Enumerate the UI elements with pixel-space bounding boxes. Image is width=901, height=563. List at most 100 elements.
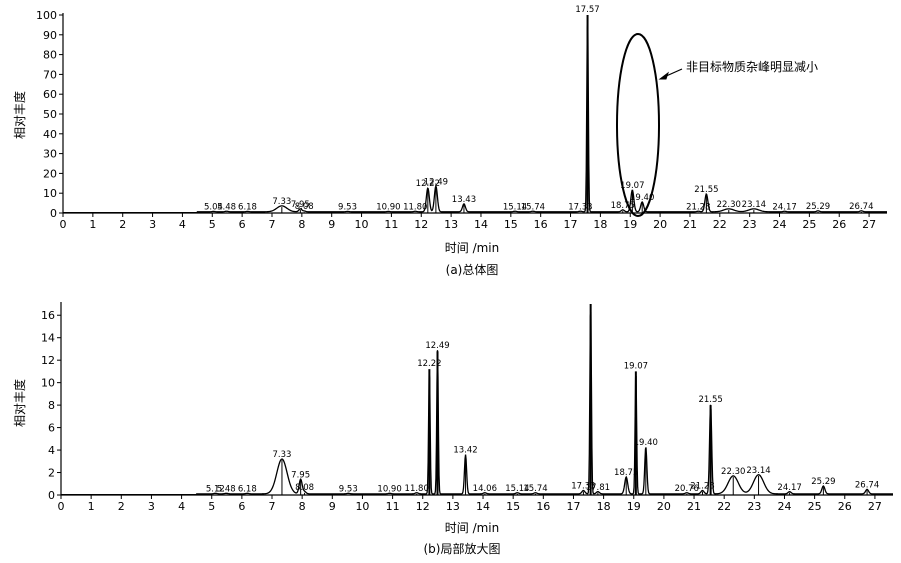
x-tick-label: 21	[687, 500, 701, 513]
x-tick-label: 17	[564, 218, 578, 231]
x-tick-label: 19	[627, 500, 641, 513]
peak-label: 20.76	[675, 484, 699, 494]
x-tick-label: 24	[777, 500, 791, 513]
y-tick-label: 100	[36, 9, 57, 22]
x-axis-label: 时间 /min	[445, 241, 500, 255]
y-tick-label: 60	[43, 88, 57, 101]
x-tick-label: 22	[717, 500, 731, 513]
y-tick-label: 16	[41, 309, 55, 322]
y-tick-label: 0	[48, 489, 55, 502]
x-tick-label: 11	[384, 218, 398, 231]
y-tick-label: 90	[43, 29, 57, 42]
peak-label: 19.07	[624, 361, 648, 371]
x-tick-label: 8	[299, 500, 306, 513]
x-tick-label: 27	[868, 500, 882, 513]
highlight-ellipse	[616, 33, 660, 217]
peak-label: 21.28	[690, 482, 714, 492]
x-tick-label: 24	[773, 218, 787, 231]
x-tick-label: 2	[119, 218, 126, 231]
peak-label: 21.55	[694, 185, 718, 195]
x-tick-label: 16	[534, 218, 548, 231]
x-tick-label: 25	[802, 218, 816, 231]
x-tick-label: 5	[209, 218, 216, 231]
x-tick-label: 13	[444, 218, 458, 231]
y-tick-label: 70	[43, 68, 57, 81]
x-tick-label: 3	[149, 218, 156, 231]
peak-label: 5.04	[204, 203, 223, 213]
x-tick-label: 7	[268, 218, 275, 231]
annotation-text: 非目标物质杂峰明显减小	[686, 60, 818, 74]
x-tick-label: 16	[536, 500, 550, 513]
peak-label: 15.74	[521, 202, 545, 212]
chromatogram-trace	[63, 23, 887, 214]
peak-label: 12.22	[416, 179, 440, 189]
y-tick-label: 30	[43, 148, 57, 161]
peak-label: 5.48	[217, 202, 236, 212]
x-tick-label: 17	[566, 500, 580, 513]
annotation-arrowhead	[658, 71, 669, 80]
peak-label: 26.74	[855, 481, 879, 491]
y-tick-label: 0	[50, 207, 57, 220]
x-tick-label: 14	[474, 218, 488, 231]
x-tick-label: 2	[118, 500, 125, 513]
x-tick-label: 6	[239, 218, 246, 231]
peak-label: 18.75	[611, 201, 635, 211]
peak-label: 12.49	[424, 177, 448, 187]
x-tick-label: 12	[416, 500, 430, 513]
x-tick-label: 5	[208, 500, 215, 513]
peak-label: 17.33	[571, 482, 595, 492]
peak-label: 12.49	[425, 341, 449, 351]
x-tick-label: 0	[58, 500, 65, 513]
x-tick-label: 4	[179, 218, 186, 231]
x-tick-label: 13	[446, 500, 460, 513]
x-tick-label: 25	[808, 500, 822, 513]
x-tick-label: 10	[355, 500, 369, 513]
x-tick-label: 1	[89, 218, 96, 231]
x-tick-label: 8	[298, 218, 305, 231]
peaks	[61, 304, 893, 496]
x-tick-label: 15	[506, 500, 520, 513]
peak-label: 22.30	[721, 467, 745, 477]
peak-label: 19.40	[630, 193, 654, 203]
peak-label: 23.14	[742, 200, 766, 210]
y-tick-label: 14	[41, 332, 55, 345]
panel-caption: (a)总体图	[446, 263, 499, 277]
peak-label: 17.57	[575, 5, 599, 15]
x-tick-label: 0	[60, 218, 67, 231]
x-tick-label: 7	[269, 500, 276, 513]
x-tick-label: 23	[743, 218, 757, 231]
y-tick-label: 20	[43, 167, 57, 180]
peak-label: 13.43	[452, 195, 476, 205]
peak-label: 13.42	[453, 446, 477, 456]
peak-label: 24.17	[777, 483, 801, 493]
y-tick-label: 12	[41, 354, 55, 367]
peak-label: 5.12	[206, 484, 225, 494]
x-axis-label: 时间 /min	[445, 521, 500, 535]
x-tick-label: 3	[148, 500, 155, 513]
x-tick-label: 19	[623, 218, 637, 231]
peak-label: 15.74	[523, 484, 547, 494]
x-axis-ticks: 0 1 2 3 4 5 6 7 8 9 10 11 12 13 14 15 16 17 18 19 20 21 22 23 24…	[58, 495, 882, 513]
peak-label: 9.53	[338, 203, 357, 213]
x-tick-label: 15	[504, 218, 518, 231]
y-axis-ticks: 0 10 20 30 40 50 60 70 80 90 100	[36, 9, 63, 220]
y-tick-label: 80	[43, 49, 57, 62]
y-axis-ticks: 0 2 4 6 8 10 12 14 16	[41, 309, 61, 502]
x-tick-label: 10	[355, 218, 369, 231]
x-tick-label: 26	[832, 218, 846, 231]
peak-label: 15.14	[505, 484, 529, 494]
axes	[62, 13, 887, 214]
peak-labels: 5.045.48 6.18 7.33 7.958.08 9.53 10.90 11.80 12…	[204, 5, 873, 213]
peak-labels: 5.125.48 6.18 7.337.95 8.08 9.53 10.90 11.80 12…	[206, 341, 879, 494]
peak-label: 8.08	[295, 483, 314, 493]
y-tick-label: 40	[43, 128, 57, 141]
x-tick-label: 18	[597, 500, 611, 513]
x-tick-label: 26	[838, 500, 852, 513]
x-tick-label: 12	[414, 218, 428, 231]
peak-label: 12.22	[417, 359, 441, 369]
y-tick-label: 10	[41, 377, 55, 390]
peak-label: 24.17	[772, 202, 796, 212]
